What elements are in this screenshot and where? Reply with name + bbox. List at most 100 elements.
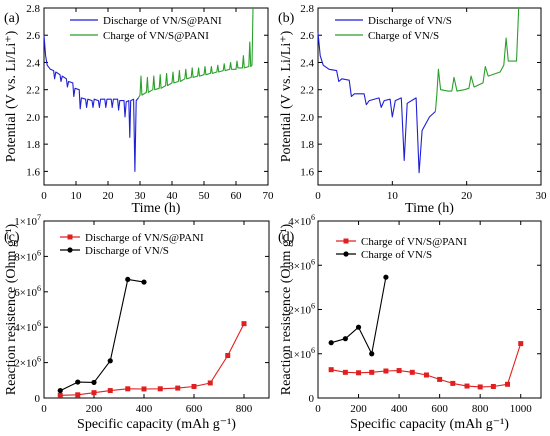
x-tick-label: 400 bbox=[136, 403, 153, 415]
y-axis-title: Potential (V vs. Li/Li⁺) bbox=[4, 30, 19, 162]
y-tick-mantissa: 4×10 bbox=[288, 216, 311, 228]
y-tick-label: 3×106 bbox=[288, 257, 315, 272]
data-point bbox=[57, 387, 63, 394]
series-line bbox=[43, 35, 139, 172]
x-tick-label: 400 bbox=[391, 403, 408, 415]
data-point bbox=[91, 379, 97, 386]
x-axis-title: Specific capacity (mAh g⁻¹) bbox=[77, 417, 236, 432]
series-1 bbox=[434, 7, 520, 112]
legend-entry: Charge of VN/S@PANI bbox=[336, 236, 467, 248]
data-point bbox=[356, 370, 362, 376]
data-point bbox=[107, 388, 113, 394]
series-line bbox=[434, 7, 520, 112]
x-axis-title: Time (h) bbox=[132, 201, 181, 216]
x-tick-label: 10 bbox=[387, 190, 399, 202]
legend-label: Charge of VN/S@PANI bbox=[103, 30, 209, 42]
x-tick-label: 600 bbox=[186, 403, 203, 415]
panel-letter: (d) bbox=[278, 230, 295, 245]
data-point bbox=[141, 386, 147, 392]
y-tick-label: 1.8 bbox=[26, 139, 40, 151]
data-point bbox=[328, 367, 334, 373]
y-tick-exponent: 6 bbox=[37, 319, 41, 328]
legend-label: Charge of VN/S@PANI bbox=[361, 236, 467, 248]
panel-letter: (a) bbox=[4, 11, 20, 26]
data-point bbox=[225, 353, 231, 359]
data-point bbox=[75, 379, 81, 385]
data-point bbox=[369, 351, 375, 357]
data-point bbox=[437, 376, 443, 382]
data-point bbox=[175, 385, 181, 391]
legend-entry: Discharge of VN/S bbox=[60, 245, 169, 257]
legend-entry: Discharge of VN/S bbox=[335, 15, 452, 27]
y-tick-label: 2.4 bbox=[300, 57, 314, 69]
y-tick-label: 2×106 bbox=[288, 302, 315, 317]
series-1 bbox=[57, 276, 147, 394]
series-line bbox=[331, 277, 387, 355]
y-tick-mantissa: 6×10 bbox=[14, 287, 37, 299]
series-line bbox=[137, 7, 254, 99]
x-tick-label: 0 bbox=[315, 403, 321, 415]
x-axis-title: Specific capacity (mAh g⁻¹) bbox=[350, 417, 509, 432]
x-tick-label: 800 bbox=[236, 403, 253, 415]
x-tick-label: 30 bbox=[135, 190, 147, 202]
data-point bbox=[396, 368, 402, 374]
y-tick-label: 2.6 bbox=[26, 30, 40, 42]
y-tick-label: 2.2 bbox=[300, 85, 314, 97]
x-tick-label: 40 bbox=[167, 190, 179, 202]
data-point bbox=[342, 369, 348, 375]
data-point bbox=[505, 381, 511, 387]
legend-entry: Discharge of VN/S@PANI bbox=[70, 15, 222, 27]
y-tick-exponent: 6 bbox=[37, 284, 41, 293]
x-axis-title: Time (h) bbox=[405, 201, 454, 216]
series-0 bbox=[328, 341, 524, 390]
y-tick-label: 6×106 bbox=[14, 284, 41, 299]
x-tick-label: 600 bbox=[431, 403, 448, 415]
x-tick-label: 30 bbox=[536, 190, 548, 202]
data-point bbox=[157, 386, 163, 392]
y-tick-mantissa: 8×10 bbox=[14, 251, 37, 263]
legend-label: Discharge of VN/S bbox=[368, 15, 452, 27]
legend-label: Charge of VN/S bbox=[368, 30, 439, 42]
data-point bbox=[409, 369, 415, 375]
y-tick-label: 2.8 bbox=[26, 3, 40, 15]
y-tick-exponent: 6 bbox=[311, 302, 315, 311]
y-axis-title: Reaction resistence (Ohm g⁻¹) bbox=[279, 223, 294, 395]
legend-entry: Charge of VN/S@PANI bbox=[70, 30, 209, 42]
data-point bbox=[107, 358, 113, 364]
data-point bbox=[141, 279, 147, 285]
y-tick-mantissa: 3×10 bbox=[288, 260, 311, 272]
data-point bbox=[207, 380, 213, 386]
data-point bbox=[355, 324, 362, 330]
x-tick-label: 200 bbox=[350, 403, 367, 415]
data-point bbox=[518, 341, 524, 347]
legend-label: Discharge of VN/S@PANI bbox=[103, 15, 222, 27]
y-tick-label: 1.8 bbox=[300, 139, 314, 151]
data-point bbox=[241, 321, 247, 327]
data-point bbox=[191, 383, 197, 389]
data-point bbox=[57, 392, 63, 398]
data-point bbox=[328, 340, 334, 346]
data-point bbox=[125, 276, 131, 283]
y-tick-label: 1.6 bbox=[26, 166, 40, 178]
y-tick-label: 4×106 bbox=[14, 319, 41, 334]
x-tick-label: 10 bbox=[71, 190, 83, 202]
y-tick-label: 8×106 bbox=[14, 248, 41, 263]
chart-panel-0: (a) 0 10 20 30 40 50 60 70 1.6 1.8 2.0 2.2 2.4 2.6 2.8 T… bbox=[4, 3, 274, 216]
legend-entry: Charge of VN/S bbox=[336, 249, 432, 261]
x-tick-label: 0 bbox=[315, 190, 321, 202]
legend-marker bbox=[343, 238, 349, 244]
y-tick-label: 1×106 bbox=[288, 346, 315, 361]
y-tick-exponent: 6 bbox=[311, 213, 315, 222]
series-1 bbox=[137, 7, 254, 99]
legend-entry: Charge of VN/S bbox=[335, 30, 439, 42]
y-tick-exponent: 7 bbox=[37, 213, 41, 222]
data-point bbox=[125, 386, 131, 392]
y-tick-mantissa: 1×10 bbox=[288, 349, 311, 361]
chart-panel-1: (b) 0 10 20 30 1.6 1.8 2.0 2.2 2.4 2.6 2.8 Time (h) P… bbox=[278, 3, 547, 216]
data-point bbox=[490, 383, 496, 389]
data-point bbox=[477, 384, 483, 390]
chart-panel-3: (d)0 200 400 600 800 100001×1062×1063×1064×10… bbox=[278, 213, 542, 432]
y-tick-label: 2.2 bbox=[26, 85, 40, 97]
y-tick-exponent: 6 bbox=[311, 346, 315, 355]
